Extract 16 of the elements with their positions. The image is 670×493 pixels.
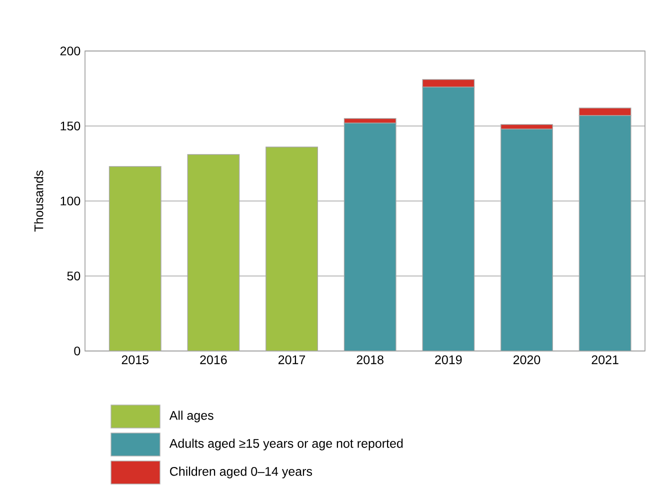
x-tick-label: 2021: [592, 355, 618, 364]
y-tick-label: 50: [67, 272, 80, 280]
y-tick-label: 200: [60, 46, 80, 56]
legend-label: Adults aged ≥15 years or age not reported: [169, 438, 403, 450]
x-tick-label: 2020: [513, 355, 540, 364]
y-tick-label: 150: [60, 122, 80, 130]
y-tick-label: 0: [74, 346, 80, 356]
legend-label: Children aged 0–14 years: [170, 466, 312, 478]
x-tick-label: 2019: [435, 355, 462, 364]
legend-label: All ages: [169, 410, 214, 422]
x-tick-label: 2018: [356, 355, 384, 364]
y-axis-title: Thousands: [34, 170, 44, 232]
x-tick-label: 2015: [122, 355, 148, 364]
x-tick-label: 2017: [278, 355, 306, 364]
y-tick-label: 100: [60, 196, 80, 206]
x-tick-label: 2016: [200, 355, 227, 364]
